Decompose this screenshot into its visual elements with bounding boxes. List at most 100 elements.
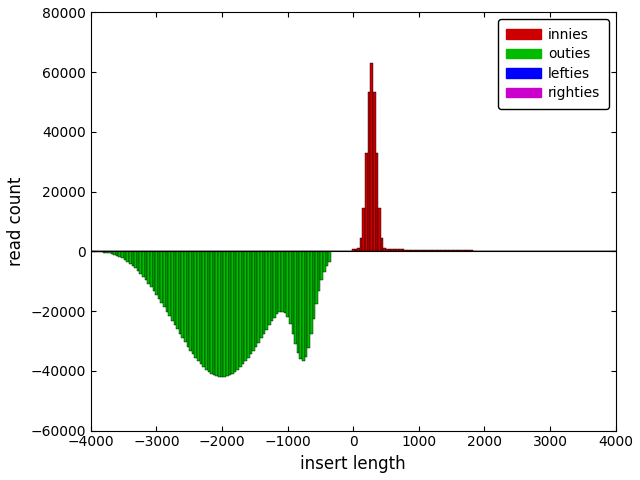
Bar <box>252 252 255 350</box>
Bar <box>499 251 501 252</box>
Bar <box>124 252 126 260</box>
Bar <box>326 252 328 266</box>
Bar <box>465 251 467 252</box>
Bar <box>302 252 305 361</box>
Bar <box>423 250 426 252</box>
Bar <box>501 251 504 252</box>
Bar <box>472 251 475 252</box>
Bar <box>268 252 271 325</box>
Bar <box>294 252 297 344</box>
Bar <box>318 252 321 291</box>
Bar <box>216 252 218 376</box>
Bar <box>226 252 228 376</box>
Bar <box>321 252 323 280</box>
Bar <box>195 252 197 358</box>
Bar <box>286 252 289 317</box>
Bar <box>262 252 266 334</box>
Bar <box>163 252 166 307</box>
Bar <box>420 250 423 252</box>
Bar <box>250 252 252 354</box>
Bar <box>481 251 483 252</box>
Bar <box>118 252 121 257</box>
Bar <box>391 250 394 252</box>
Bar <box>187 252 189 347</box>
Bar <box>388 250 391 252</box>
Bar <box>179 252 181 334</box>
Bar <box>239 252 242 367</box>
Bar <box>457 250 460 252</box>
Bar <box>426 250 428 252</box>
Bar <box>161 252 163 303</box>
Bar <box>197 252 200 361</box>
Bar <box>181 252 184 338</box>
Bar <box>289 252 292 324</box>
Bar <box>189 252 192 350</box>
Bar <box>410 250 412 252</box>
Bar <box>271 252 273 322</box>
Bar <box>444 250 446 252</box>
Bar <box>166 252 168 312</box>
Bar <box>210 252 213 373</box>
Bar <box>205 252 207 370</box>
Bar <box>323 252 326 272</box>
Bar <box>244 252 247 361</box>
Bar <box>221 252 223 377</box>
Bar <box>305 252 307 357</box>
Bar <box>155 252 157 295</box>
Bar <box>255 252 257 347</box>
Bar <box>236 252 239 370</box>
Bar <box>367 92 371 252</box>
Bar <box>231 252 234 373</box>
Bar <box>257 252 260 343</box>
Bar <box>173 252 176 325</box>
Bar <box>171 252 173 321</box>
Bar <box>462 251 465 252</box>
Bar <box>273 252 276 318</box>
Y-axis label: read count: read count <box>7 177 25 266</box>
Bar <box>106 252 108 253</box>
Bar <box>415 250 417 252</box>
Bar <box>281 252 284 312</box>
Bar <box>184 252 187 342</box>
Bar <box>137 252 140 271</box>
Bar <box>478 251 481 252</box>
Bar <box>381 238 383 252</box>
Bar <box>111 252 113 254</box>
Bar <box>412 250 415 252</box>
Bar <box>300 252 302 360</box>
Bar <box>266 252 268 330</box>
Bar <box>496 251 499 252</box>
Bar <box>218 252 221 377</box>
Bar <box>407 250 410 252</box>
Bar <box>140 252 142 274</box>
Bar <box>260 252 262 338</box>
Bar <box>357 248 360 252</box>
Bar <box>310 252 312 335</box>
Bar <box>129 252 132 264</box>
Bar <box>312 252 315 319</box>
Bar <box>449 250 452 252</box>
Bar <box>152 252 155 291</box>
Bar <box>454 250 457 252</box>
Bar <box>428 250 431 252</box>
Bar <box>142 252 145 277</box>
Bar <box>467 251 470 252</box>
Bar <box>441 250 444 252</box>
Bar <box>373 92 376 252</box>
Bar <box>360 238 362 252</box>
Bar <box>365 154 367 252</box>
Bar <box>491 251 493 252</box>
Bar <box>446 250 449 252</box>
Bar <box>402 250 404 252</box>
Bar <box>475 251 478 252</box>
Bar <box>488 251 491 252</box>
Bar <box>307 252 310 348</box>
Bar <box>394 250 397 252</box>
Bar <box>113 252 116 255</box>
Bar <box>116 252 118 256</box>
Bar <box>470 251 472 252</box>
Bar <box>213 252 216 375</box>
Bar <box>228 252 231 375</box>
Bar <box>278 252 281 312</box>
Bar <box>192 252 195 354</box>
